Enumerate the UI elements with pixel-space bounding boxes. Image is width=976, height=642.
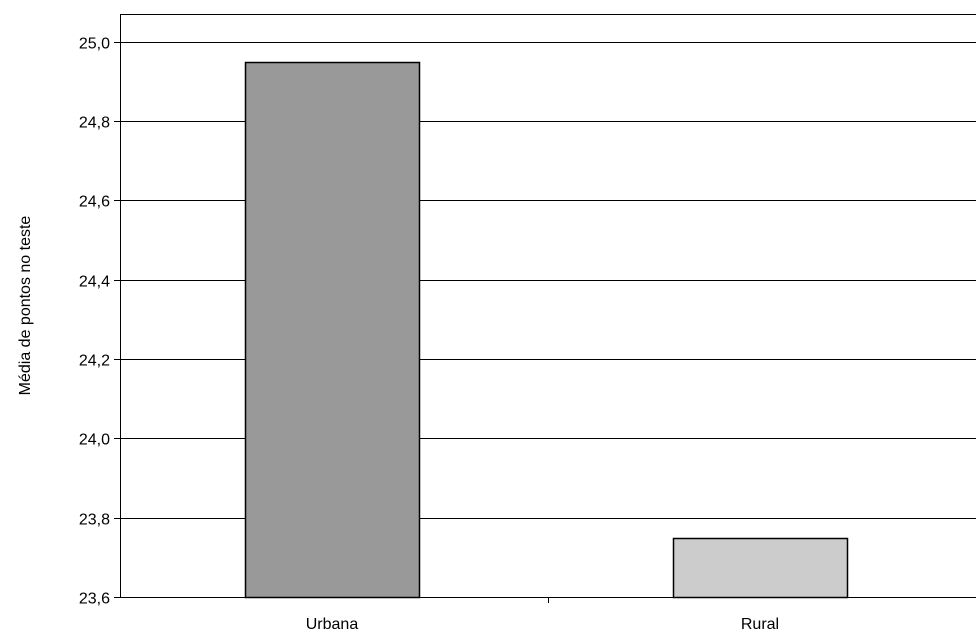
y-tick-label: 24,8 (79, 115, 110, 132)
y-tick-label: 23,8 (79, 512, 110, 529)
x-tick-labels: Urbana Rural (306, 616, 779, 633)
y-tick-label: 24,6 (79, 194, 110, 211)
y-tick-label: 24,0 (79, 432, 110, 449)
axes (114, 14, 976, 603)
y-tick-labels: 23,6 23,8 24,0 24,2 24,4 24,6 24,8 25,0 (79, 36, 110, 608)
x-tick-label: Urbana (306, 616, 359, 633)
x-tick-label: Rural (741, 616, 779, 633)
y-tick-label: 24,4 (79, 274, 110, 291)
bar-rural (674, 539, 848, 598)
y-tick-label: 23,6 (79, 591, 110, 608)
y-tick-label: 24,2 (79, 353, 110, 370)
y-axis-title: Média de pontos no teste (17, 216, 34, 396)
y-tick-label: 25,0 (79, 36, 110, 53)
bar-urbana (246, 63, 420, 598)
bars (246, 63, 848, 598)
